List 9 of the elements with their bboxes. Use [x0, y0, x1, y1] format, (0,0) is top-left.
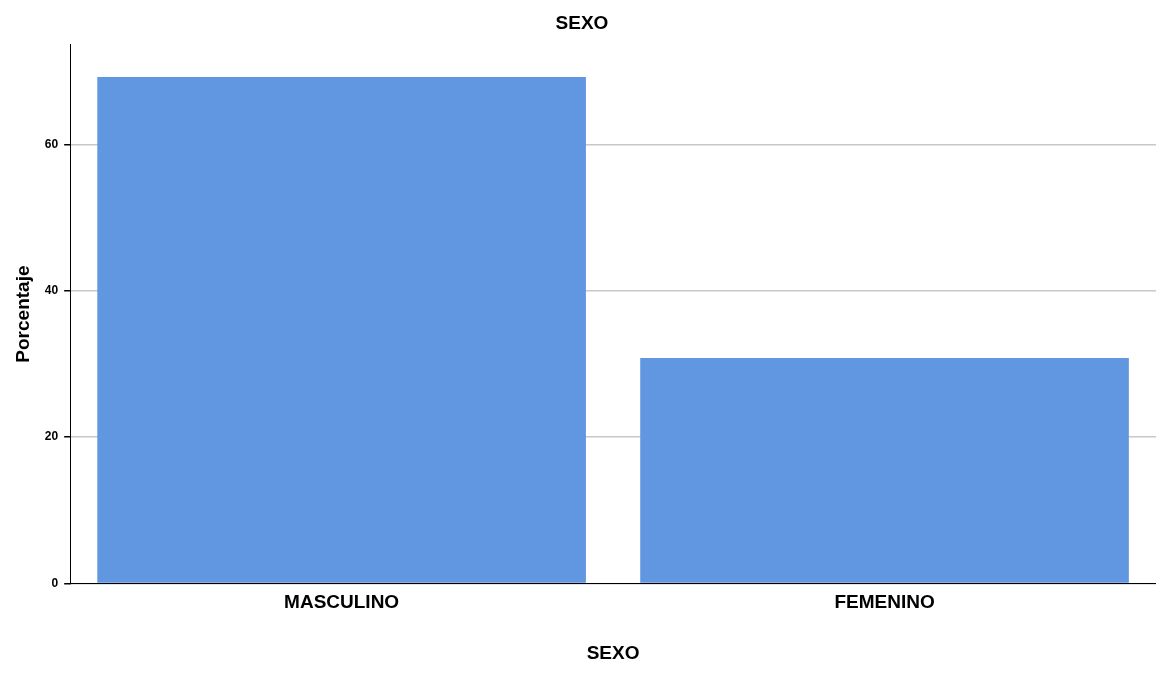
x-tick-label: MASCULINO [284, 591, 400, 613]
chart-title: SEXO [555, 11, 609, 33]
x-tick-label: FEMENINO [834, 591, 935, 613]
y-tick-label: 0 [51, 575, 59, 590]
y-axis-title: Porcentaje [11, 265, 33, 363]
y-tick-label: 60 [44, 136, 59, 151]
x-axis-title: SEXO [586, 641, 640, 663]
y-tick-label: 20 [44, 429, 59, 444]
y-tick-label: 40 [44, 283, 59, 297]
